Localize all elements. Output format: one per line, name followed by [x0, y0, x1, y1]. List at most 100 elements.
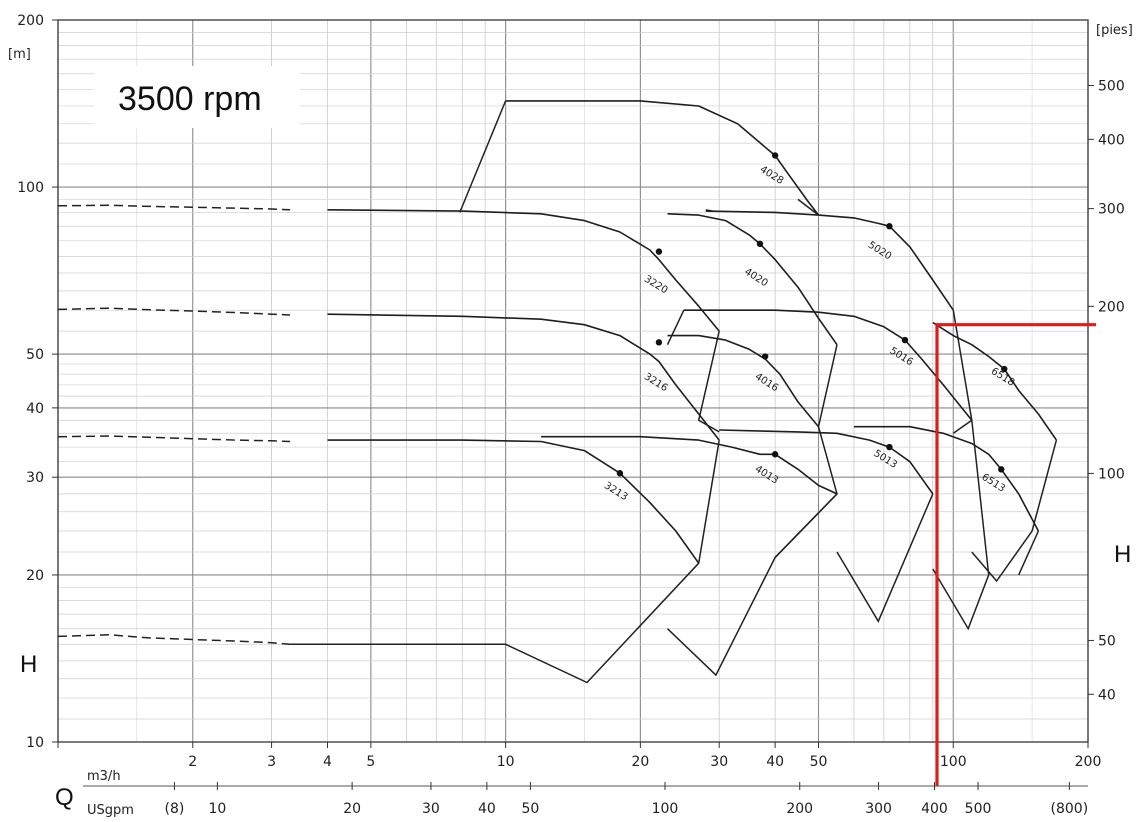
x2-tick-label: (8): [164, 801, 184, 817]
curve-label-4016: 4016: [753, 371, 780, 394]
duty-point-6513: [998, 466, 1005, 473]
title-box: [94, 66, 300, 128]
dashed-curve: [57, 634, 291, 646]
x-tick-label: 10: [497, 754, 515, 770]
dashed-curve: [57, 204, 291, 211]
x2-tick-label: 50: [522, 801, 540, 817]
x2-tick-label: 100: [652, 801, 679, 817]
plot-frame: [57, 19, 1089, 743]
x-tick-label: 50: [810, 754, 828, 770]
envelope-line: [1018, 530, 1040, 576]
y-tick-label: 20: [26, 568, 44, 584]
envelope-line: [774, 493, 838, 559]
x-tick-label: 20: [631, 754, 649, 770]
y2-tick-label: 200: [1098, 299, 1125, 315]
x2-tick-label: 200: [786, 801, 813, 817]
y2-axis-symbol: H: [1114, 541, 1131, 568]
y2-tick-label: 50: [1098, 633, 1116, 649]
chart-title: 3500 rpm: [118, 80, 262, 118]
curve-label-3216: 3216: [642, 371, 669, 394]
y2-tick-label: 500: [1098, 79, 1125, 95]
y-tick-label: 50: [26, 347, 44, 363]
x-axis-symbol: Q: [55, 784, 74, 811]
dashed-curve: [57, 435, 291, 443]
y-tick-label: 200: [17, 13, 44, 29]
curve-3213: [327, 439, 700, 564]
curve-4013: [541, 435, 838, 495]
y-tick-label: 100: [17, 180, 44, 196]
envelope-line: [836, 493, 934, 623]
envelope-line: [697, 439, 720, 564]
y2-tick-label: 300: [1098, 202, 1125, 218]
envelope-line: [666, 426, 838, 677]
curve-3216: [327, 313, 720, 441]
curve-4028: [505, 100, 820, 216]
curve-6513: [853, 425, 1040, 532]
duty-point-4016: [761, 353, 769, 360]
x2-tick-label: (800): [1051, 801, 1089, 817]
curve-5016: [683, 309, 973, 421]
y2-axis-unit: [pies]: [1096, 23, 1133, 38]
curve-label-4028: 4028: [758, 164, 785, 187]
curve-label-4020: 4020: [742, 266, 769, 289]
x-tick-label: 3: [267, 754, 276, 770]
duty-point-3220: [655, 248, 663, 255]
duty-point-5020: [886, 223, 893, 230]
envelope-line: [971, 439, 1058, 583]
envelope-line: [797, 198, 819, 216]
curve-label-3213: 3213: [602, 480, 629, 503]
series-curves: [327, 100, 1058, 564]
dashed-curve: [57, 307, 291, 316]
envelope-line: [459, 100, 507, 213]
curve-label-6513: 6513: [980, 472, 1007, 495]
y2-tick-label: 100: [1098, 466, 1125, 482]
curve-label-4013: 4013: [753, 464, 780, 487]
red-marker-line: [935, 323, 1096, 786]
duty-point-4013: [771, 451, 779, 458]
duty-point-5016: [901, 336, 909, 344]
x-tick-label: 40: [766, 754, 784, 770]
curve-5020: [705, 210, 954, 311]
x-tick-label: 30: [710, 754, 728, 770]
x-tick-label: 200: [1075, 754, 1102, 770]
curve-label-5016: 5016: [888, 345, 915, 368]
curve-4016: [667, 334, 820, 428]
grid: [57, 20, 1089, 742]
duty-point-3213: [616, 470, 624, 477]
y2-tick-label: 400: [1098, 132, 1125, 148]
duty-point-4020: [756, 240, 764, 248]
x2-tick-label: 40: [478, 801, 496, 817]
y2-tick-label: 40: [1098, 687, 1116, 703]
duty-point-6518: [1001, 365, 1008, 373]
y-tick-label: 10: [26, 735, 44, 751]
duty-point-5013: [886, 443, 893, 451]
x2-tick-label: 400: [921, 801, 948, 817]
x-tick-label: 2: [188, 754, 197, 770]
x2-tick-label: 500: [965, 801, 992, 817]
curve-label-3220: 3220: [642, 274, 669, 297]
markers: [935, 323, 1096, 786]
y-tick-label: 30: [26, 470, 44, 486]
duty-point-4028: [771, 152, 779, 159]
duty-point-3216: [655, 339, 663, 346]
x-axis-secondary-unit: USgpm: [87, 803, 134, 818]
x-tick-label: 100: [940, 754, 967, 770]
dashed-curves: [57, 204, 291, 646]
x-tick-label: 5: [366, 754, 375, 770]
plot-border: [57, 19, 1089, 743]
envelope-lines: [290, 100, 1058, 684]
envelope-line: [666, 309, 685, 346]
envelope-line: [952, 310, 973, 434]
x2-tick-label: 20: [343, 801, 361, 817]
envelope-line: [932, 420, 990, 631]
curve-6518: [932, 321, 1058, 441]
y-axis-unit: [m]: [8, 47, 31, 62]
envelope-line: [697, 330, 720, 433]
curve-5013: [719, 429, 934, 495]
x-tick-label: 4: [323, 754, 332, 770]
x2-tick-label: 300: [865, 801, 892, 817]
y-tick-label: 40: [26, 401, 44, 417]
curve-label-5020: 5020: [866, 240, 893, 263]
x2-tick-label: 30: [422, 801, 440, 817]
